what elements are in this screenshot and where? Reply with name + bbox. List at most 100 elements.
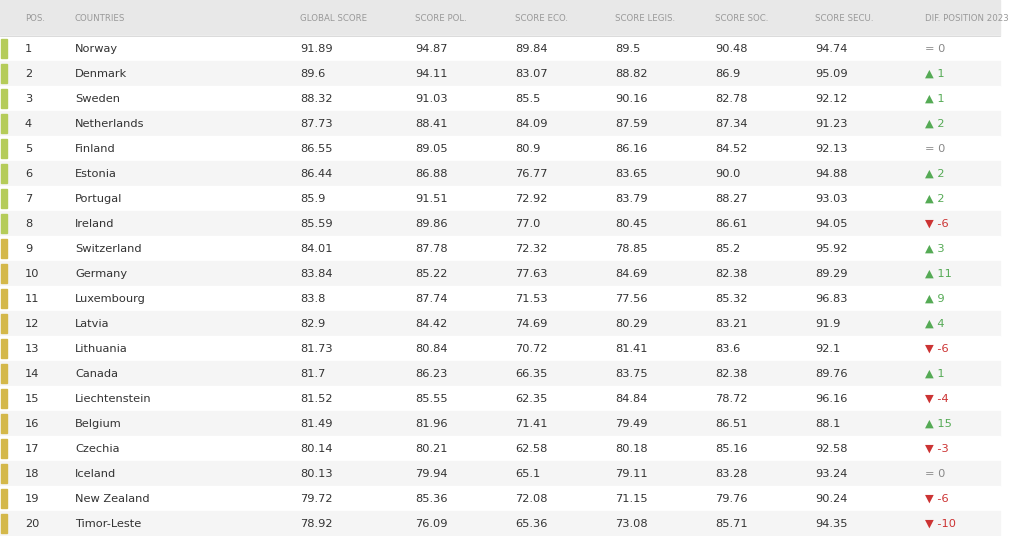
Text: 89.29: 89.29 <box>815 269 847 279</box>
Text: 82.78: 82.78 <box>715 94 748 104</box>
Text: 20: 20 <box>25 518 39 528</box>
Text: Latvia: Latvia <box>75 319 110 329</box>
Text: 89.84: 89.84 <box>515 44 548 54</box>
Text: 84.09: 84.09 <box>515 119 548 129</box>
Text: GLOBAL SCORE: GLOBAL SCORE <box>300 14 367 23</box>
Text: 89.6: 89.6 <box>300 69 326 79</box>
Text: SCORE SOC.: SCORE SOC. <box>715 14 768 23</box>
Text: 81.49: 81.49 <box>300 419 333 429</box>
Text: 91.03: 91.03 <box>415 94 447 104</box>
Bar <box>1 439 7 458</box>
Text: 83.6: 83.6 <box>715 344 740 354</box>
Text: ▲ 2: ▲ 2 <box>925 194 944 204</box>
Text: 79.94: 79.94 <box>415 468 447 479</box>
Text: 91.23: 91.23 <box>815 119 847 129</box>
Text: 79.72: 79.72 <box>300 494 333 503</box>
Text: 83.8: 83.8 <box>300 294 326 304</box>
Text: 76.09: 76.09 <box>415 518 447 528</box>
Text: 86.44: 86.44 <box>300 169 332 179</box>
Text: 71.15: 71.15 <box>614 494 647 503</box>
Text: 83.65: 83.65 <box>614 169 647 179</box>
Bar <box>0 436 999 461</box>
Bar <box>1 40 7 58</box>
Text: 62.35: 62.35 <box>515 393 547 404</box>
Text: COUNTRIES: COUNTRIES <box>75 14 125 23</box>
Text: 81.52: 81.52 <box>300 393 333 404</box>
Text: 66.35: 66.35 <box>515 369 547 378</box>
Text: = 0: = 0 <box>925 468 945 479</box>
Text: 80.9: 80.9 <box>515 144 541 154</box>
Text: 1: 1 <box>25 44 32 54</box>
Text: 77.63: 77.63 <box>515 269 548 279</box>
Text: 79.76: 79.76 <box>715 494 748 503</box>
Text: 81.96: 81.96 <box>415 419 447 429</box>
Text: 3: 3 <box>25 94 32 104</box>
Text: 90.16: 90.16 <box>614 94 647 104</box>
Bar <box>0 36 999 62</box>
Text: Timor-Leste: Timor-Leste <box>75 518 141 528</box>
Text: 80.84: 80.84 <box>415 344 447 354</box>
Text: 70.72: 70.72 <box>515 344 548 354</box>
Text: 91.9: 91.9 <box>815 319 840 329</box>
Text: ▼ -4: ▼ -4 <box>925 393 948 404</box>
Text: 2: 2 <box>25 69 32 79</box>
Text: Sweden: Sweden <box>75 94 120 104</box>
Text: ▼ -6: ▼ -6 <box>925 219 948 229</box>
Text: 88.27: 88.27 <box>715 194 748 204</box>
Bar <box>1 389 7 408</box>
Text: 92.13: 92.13 <box>815 144 847 154</box>
Text: 85.36: 85.36 <box>415 494 447 503</box>
Text: 94.35: 94.35 <box>815 518 847 528</box>
Bar <box>1 289 7 308</box>
Text: Canada: Canada <box>75 369 118 378</box>
Bar <box>1 314 7 333</box>
Text: ▲ 9: ▲ 9 <box>925 294 944 304</box>
Text: 80.13: 80.13 <box>300 468 333 479</box>
Text: 79.49: 79.49 <box>614 419 647 429</box>
Bar <box>1 339 7 358</box>
Text: 87.73: 87.73 <box>300 119 333 129</box>
Text: 9: 9 <box>25 244 32 254</box>
Bar <box>0 286 999 311</box>
Bar <box>0 111 999 136</box>
Text: ▲ 3: ▲ 3 <box>925 244 944 254</box>
Text: Ireland: Ireland <box>75 219 115 229</box>
Bar <box>1 414 7 433</box>
Text: 11: 11 <box>25 294 40 304</box>
Bar <box>0 136 999 161</box>
Text: 80.14: 80.14 <box>300 444 333 453</box>
Text: 8: 8 <box>25 219 32 229</box>
Bar <box>0 311 999 336</box>
Text: 88.41: 88.41 <box>415 119 447 129</box>
Text: 82.38: 82.38 <box>715 269 748 279</box>
Bar <box>0 486 999 511</box>
Text: 94.87: 94.87 <box>415 44 447 54</box>
Text: 81.73: 81.73 <box>300 344 333 354</box>
Text: 87.78: 87.78 <box>415 244 447 254</box>
Text: 18: 18 <box>25 468 40 479</box>
Text: 81.41: 81.41 <box>614 344 647 354</box>
Text: DIF. POSITION 2023: DIF. POSITION 2023 <box>925 14 1009 23</box>
Text: 72.32: 72.32 <box>515 244 547 254</box>
Text: 93.03: 93.03 <box>815 194 848 204</box>
Text: 80.45: 80.45 <box>614 219 647 229</box>
Bar <box>1 214 7 233</box>
Text: 94.88: 94.88 <box>815 169 847 179</box>
Text: 86.16: 86.16 <box>614 144 647 154</box>
Text: 78.72: 78.72 <box>715 393 748 404</box>
Text: 82.38: 82.38 <box>715 369 748 378</box>
Text: Belgium: Belgium <box>75 419 122 429</box>
Text: 85.9: 85.9 <box>300 194 326 204</box>
Text: 85.2: 85.2 <box>715 244 740 254</box>
Text: 79.11: 79.11 <box>614 468 647 479</box>
Text: 14: 14 <box>25 369 39 378</box>
Text: 85.71: 85.71 <box>715 518 748 528</box>
Text: ▼ -6: ▼ -6 <box>925 344 948 354</box>
Text: 80.18: 80.18 <box>614 444 647 453</box>
Text: 80.29: 80.29 <box>614 319 647 329</box>
Text: 74.69: 74.69 <box>515 319 547 329</box>
Bar <box>0 236 999 261</box>
Text: 94.05: 94.05 <box>815 219 847 229</box>
Text: 83.75: 83.75 <box>614 369 647 378</box>
Bar <box>0 336 999 361</box>
